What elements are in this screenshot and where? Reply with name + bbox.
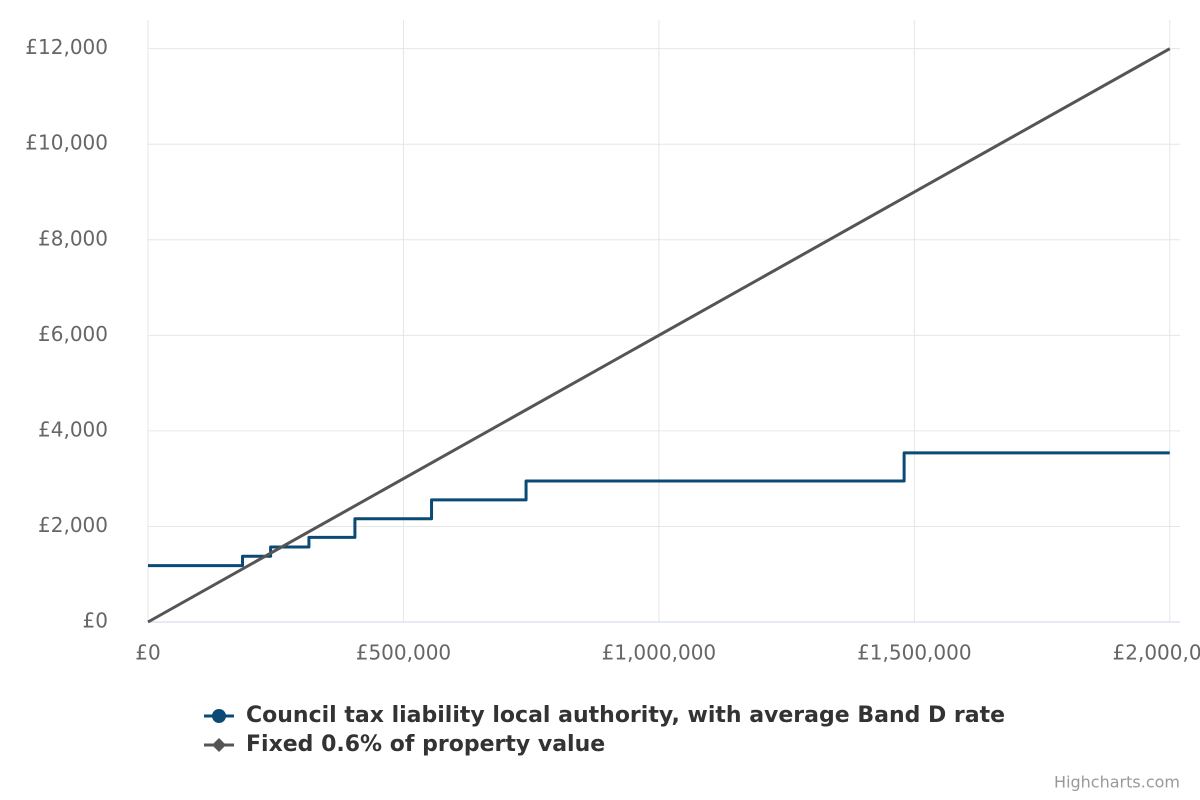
x-tick-label: £500,000 bbox=[356, 641, 451, 665]
y-tick-label: £8,000 bbox=[38, 226, 108, 250]
y-tick-label: £10,000 bbox=[25, 131, 108, 155]
y-tick-label: £6,000 bbox=[38, 322, 108, 346]
credits[interactable]: Highcharts.com bbox=[1054, 773, 1180, 792]
series-line bbox=[147, 47, 1171, 624]
y-tick-label: £12,000 bbox=[25, 35, 108, 59]
x-tick-label: £1,000,000 bbox=[602, 641, 717, 665]
legend-label[interactable]: Council tax liability local authority, w… bbox=[246, 703, 1005, 728]
x-tick-label: £0 bbox=[135, 641, 160, 665]
y-tick-label: £4,000 bbox=[38, 417, 108, 441]
x-tick-label: £2,000,000 bbox=[1113, 641, 1200, 665]
legend-marker bbox=[212, 738, 226, 752]
legend-label[interactable]: Fixed 0.6% of property value bbox=[246, 732, 605, 757]
y-tick-label: £2,000 bbox=[38, 513, 108, 537]
legend-marker bbox=[212, 709, 226, 723]
series-line bbox=[148, 451, 1170, 568]
x-tick-label: £1,500,000 bbox=[857, 641, 972, 665]
y-tick-label: £0 bbox=[83, 609, 108, 633]
